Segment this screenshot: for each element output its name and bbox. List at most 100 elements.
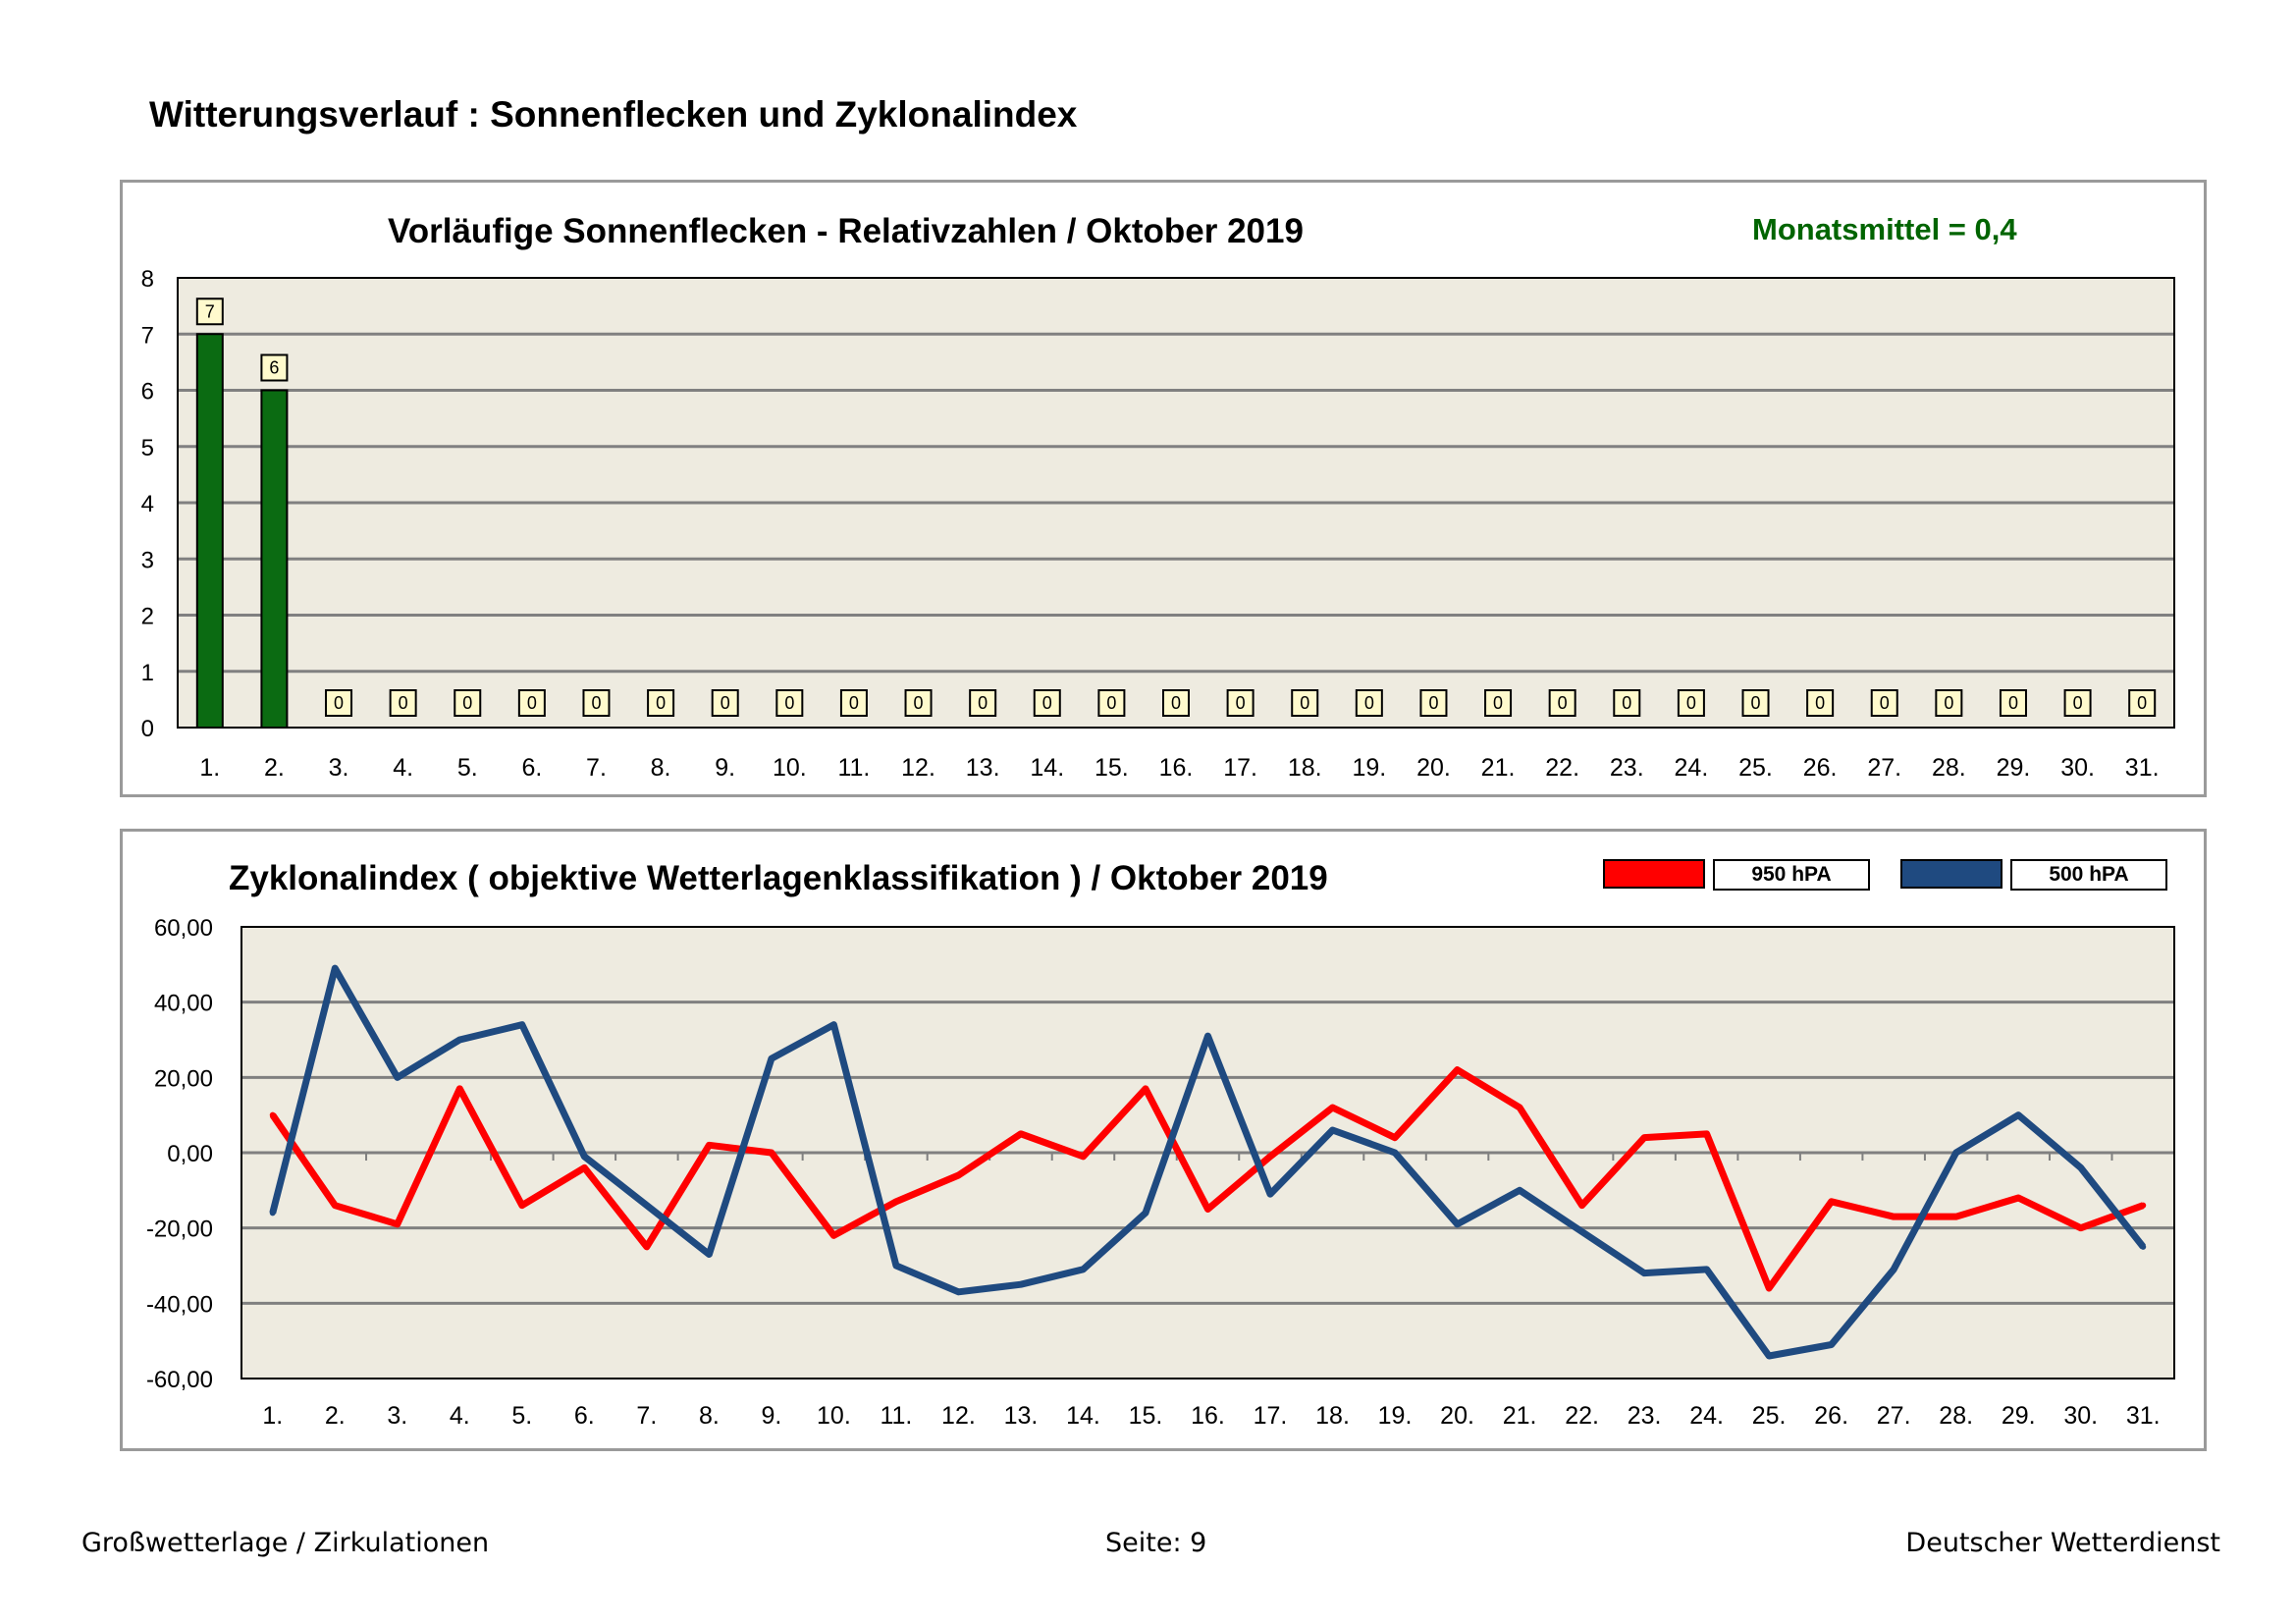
cyclonal-point-500-hPA (2077, 1164, 2084, 1171)
sunspot-x-tick-label: 6. (521, 754, 542, 782)
sunspot-data-label-box (517, 689, 546, 717)
cyclonal-x-tick-label: 24. (1689, 1402, 1724, 1430)
sunspot-data-label-box (1484, 689, 1513, 717)
cyclonal-point-500-hPA (1329, 1127, 1336, 1133)
sunspot-data-label-box (969, 689, 997, 717)
cyclonal-y-tick-label: -20,00 (146, 1217, 213, 1243)
sunspot-data-label: 0 (1171, 693, 1181, 713)
cyclonal-y-tick-label: 20,00 (154, 1065, 213, 1092)
cyclonal-x-tick-label: 31. (2126, 1402, 2161, 1430)
cyclonal-point-950-hPA (518, 1202, 525, 1209)
cyclonal-x-tick-label: 13. (1004, 1402, 1039, 1430)
cyclonal-x-tick-label: 16. (1191, 1402, 1225, 1430)
cyclonal-point-500-hPA (643, 1202, 650, 1209)
sunspot-data-label-box (1741, 689, 1770, 717)
footer-publisher: Deutscher Wetterdienst (1905, 1528, 2220, 1558)
cyclonal-point-500-hPA (955, 1288, 962, 1295)
cyclonal-point-500-hPA (2140, 1243, 2147, 1250)
sunspot-data-label-box (389, 689, 417, 717)
cyclonal-point-950-hPA (1204, 1206, 1211, 1213)
cyclonal-point-950-hPA (1517, 1105, 1523, 1110)
sunspot-bar-chart: 0 1 2 3 4 5 6 7 8 7 1. 6 2. 0 3. 0 4. 0 5. 0 6. 0 7. 0 8. 0 9. 0 10.… (141, 266, 2175, 782)
cyclonal-point-500-hPA (394, 1074, 400, 1081)
sunspot-x-tick-label: 10. (773, 754, 807, 782)
cyclonal-x-tick-label: 9. (761, 1402, 781, 1430)
sunspot-bar (195, 333, 224, 729)
sunspot-data-label: 0 (978, 693, 988, 713)
cyclonal-x-tick-label: 2. (325, 1402, 346, 1430)
sunspot-data-label-box (1033, 689, 1061, 717)
sunspot-data-label: 0 (591, 693, 601, 713)
cyclonal-point-500-hPA (768, 1055, 774, 1062)
sunspot-data-label: 0 (1493, 693, 1503, 713)
sunspot-data-label-box (1162, 689, 1190, 717)
cyclonal-y-tick-label: 40,00 (154, 991, 213, 1017)
cyclonal-plot-border (240, 926, 2175, 1380)
sunspot-x-tick-label: 22. (1545, 754, 1579, 782)
sunspot-x-tick-label: 4. (393, 754, 413, 782)
sunspot-data-label-box (1355, 689, 1383, 717)
sunspot-plot-border (177, 277, 2175, 729)
cyclonal-x-tick-label: 12. (941, 1402, 976, 1430)
sunspot-data-label: 0 (1815, 693, 1825, 713)
sunspot-data-label: 0 (1042, 693, 1052, 713)
cyclonal-point-500-hPA (1703, 1266, 1710, 1272)
cyclonal-x-tick-label: 22. (1565, 1402, 1599, 1430)
cyclonal-point-500-hPA (1017, 1281, 1024, 1288)
sunspot-data-label-box (325, 689, 353, 717)
cyclonal-point-950-hPA (1392, 1134, 1399, 1141)
cyclonal-point-950-hPA (706, 1142, 713, 1149)
sunspot-data-label-box (1226, 689, 1255, 717)
sunspot-data-label-box (775, 689, 804, 717)
sunspot-data-label: 0 (2008, 693, 2018, 713)
sunspot-data-label-box (711, 689, 739, 717)
cyclonal-x-tick-label: 4. (450, 1402, 470, 1430)
sunspot-x-tick-label: 11. (837, 754, 870, 782)
sunspot-data-label-box (904, 689, 933, 717)
sunspot-data-label-box (2128, 689, 2157, 717)
sunspot-x-tick-label: 31. (2125, 754, 2160, 782)
sunspot-bar (260, 389, 289, 729)
sunspot-chart-panel: 0 1 2 3 4 5 6 7 8 7 1. 6 2. 0 3. 0 4. 0 5. 0 6. 0 7. 0 8. 0 9. 0 10.… (120, 180, 2207, 797)
cyclonal-x-tick-label: 25. (1752, 1402, 1787, 1430)
cyclonal-point-950-hPA (332, 1202, 339, 1209)
sunspot-x-tick-label: 2. (264, 754, 285, 782)
sunspot-data-label: 0 (1558, 693, 1568, 713)
cyclonal-point-500-hPA (1267, 1191, 1274, 1198)
cyclonal-point-950-hPA (1017, 1130, 1024, 1137)
cyclonal-point-950-hPA (1766, 1285, 1773, 1291)
cyclonal-point-500-hPA (581, 1153, 588, 1160)
cyclonal-x-tick-label: 21. (1503, 1402, 1537, 1430)
cyclonal-point-950-hPA (1703, 1130, 1710, 1137)
sunspot-y-tick-label: 0 (141, 716, 154, 742)
cyclonal-point-500-hPA (1142, 1210, 1148, 1217)
cyclonal-x-tick-label: 29. (2002, 1402, 2036, 1430)
sunspot-data-label: 7 (205, 301, 215, 321)
legend-swatch-950 (1603, 859, 1705, 889)
cyclonal-point-950-hPA (643, 1243, 650, 1250)
sunspot-y-tick-label: 5 (141, 435, 154, 461)
cyclonal-index-line-chart: -60,00 -40,00 -20,00 0,00 20,00 40,00 60,00 1. 2… (146, 915, 2175, 1430)
sunspot-x-tick-label: 23. (1610, 754, 1644, 782)
cyclonal-x-tick-label: 18. (1315, 1402, 1350, 1430)
sunspot-x-tick-label: 29. (1997, 754, 2031, 782)
sunspot-x-tick-label: 15. (1095, 754, 1129, 782)
cyclonal-point-500-hPA (269, 1210, 276, 1217)
sunspot-data-label: 0 (1300, 693, 1309, 713)
cyclonal-x-tick-label: 14. (1066, 1402, 1100, 1430)
sunspot-x-tick-label: 3. (329, 754, 349, 782)
sunspot-data-label-box (1548, 689, 1576, 717)
cyclonal-point-500-hPA (1204, 1033, 1211, 1040)
cyclonal-point-950-hPA (2015, 1195, 2022, 1201)
sunspot-y-tick-label: 3 (141, 547, 154, 573)
sunspot-y-tick-label: 1 (141, 660, 154, 686)
cyclonal-y-tick-label: 0,00 (167, 1141, 213, 1167)
cyclonal-point-500-hPA (830, 1021, 837, 1028)
cyclonal-x-tick-label: 1. (262, 1402, 283, 1430)
sunspot-data-label-box (454, 689, 482, 717)
cyclonal-point-950-hPA (581, 1164, 588, 1171)
footer-section-label: Großwetterlage / Zirkulationen (81, 1528, 490, 1558)
cyclonal-point-950-hPA (1828, 1198, 1835, 1205)
cyclonal-x-tick-label: 3. (387, 1402, 407, 1430)
cyclonal-x-tick-label: 17. (1254, 1402, 1288, 1430)
